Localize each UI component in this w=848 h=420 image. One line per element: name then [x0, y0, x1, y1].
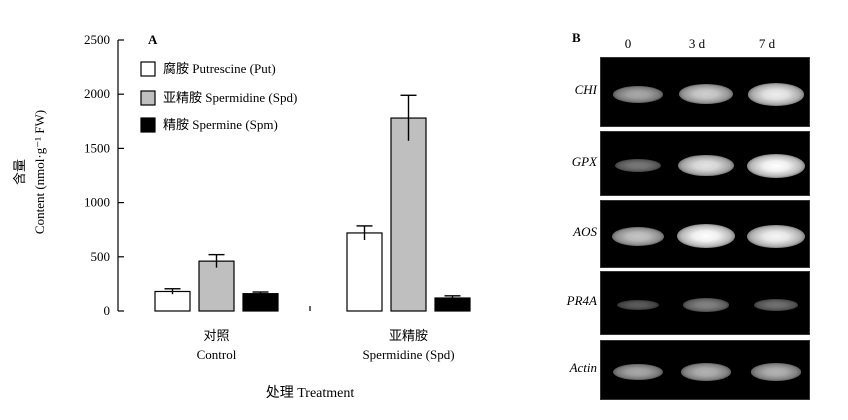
gel-band — [611, 226, 665, 246]
gene-label: Actin — [569, 360, 597, 375]
chart-axes: 0 500 1000 1500 2000 2500 对照 Control 亚精胺 Spermidi… — [84, 32, 455, 362]
gene-label: CHI — [574, 82, 597, 97]
gel-band — [677, 224, 735, 249]
lane-label: 7 d — [758, 36, 776, 51]
gel-band — [747, 224, 805, 248]
legend-swatch — [140, 61, 156, 77]
chart-legend: 腐胺 Putrescine (Put) 亚精胺 Spermidine (Spd) 精… — [140, 61, 297, 133]
bar — [154, 290, 191, 312]
gel-band — [747, 83, 805, 106]
gene-label: PR4A — [566, 293, 597, 308]
y-tick-label: 2000 — [84, 86, 110, 101]
legend-label: 亚精胺 Spermidine (Spd) — [163, 90, 297, 105]
x-category-label: 亚精胺 — [389, 328, 428, 343]
legend-swatch — [140, 90, 156, 106]
bar — [390, 117, 427, 312]
gene-label: GPX — [571, 153, 597, 169]
gel-band — [680, 363, 732, 381]
legend-swatch — [140, 117, 156, 133]
gene-label: AOS — [573, 224, 597, 239]
y-axis-label: Content (nmol·g⁻¹ FW) — [32, 110, 47, 234]
gel-band — [750, 363, 802, 381]
y-tick-label: 0 — [104, 303, 111, 318]
legend-label: 精胺 Spermine (Spm) — [163, 117, 278, 132]
x-category-label: Spermidine (Spd) — [362, 347, 454, 362]
chart-bars — [154, 94, 471, 312]
panel-a-letter: A — [148, 32, 158, 47]
y-tick-label: 500 — [91, 249, 111, 264]
y-tick-label: 1500 — [84, 140, 110, 155]
y-tick-label: 2500 — [84, 32, 110, 47]
y-tick-label: 1000 — [84, 195, 110, 210]
bar — [198, 260, 235, 312]
gel-band — [613, 363, 663, 381]
gel-band — [615, 159, 661, 173]
x-axis-label: 处理 Treatment — [266, 385, 355, 401]
lane-label: 0 — [624, 36, 632, 51]
y-axis-label-chinese: 含量 — [12, 159, 27, 185]
gel-band — [682, 298, 730, 312]
x-category-label: 对照 — [203, 328, 229, 343]
x-category-label: Control — [197, 347, 237, 362]
gel-band — [747, 153, 805, 178]
gel-band — [679, 84, 733, 105]
gel-band — [753, 299, 799, 312]
legend-label: 腐胺 Putrescine (Put) — [163, 61, 276, 76]
gel-band — [678, 154, 734, 177]
bar — [242, 293, 279, 312]
lane-label: 3 d — [688, 36, 706, 51]
bar — [346, 232, 383, 312]
gel-band — [613, 86, 663, 103]
gel-band — [616, 299, 660, 311]
panel-b-letter: B — [572, 30, 581, 45]
